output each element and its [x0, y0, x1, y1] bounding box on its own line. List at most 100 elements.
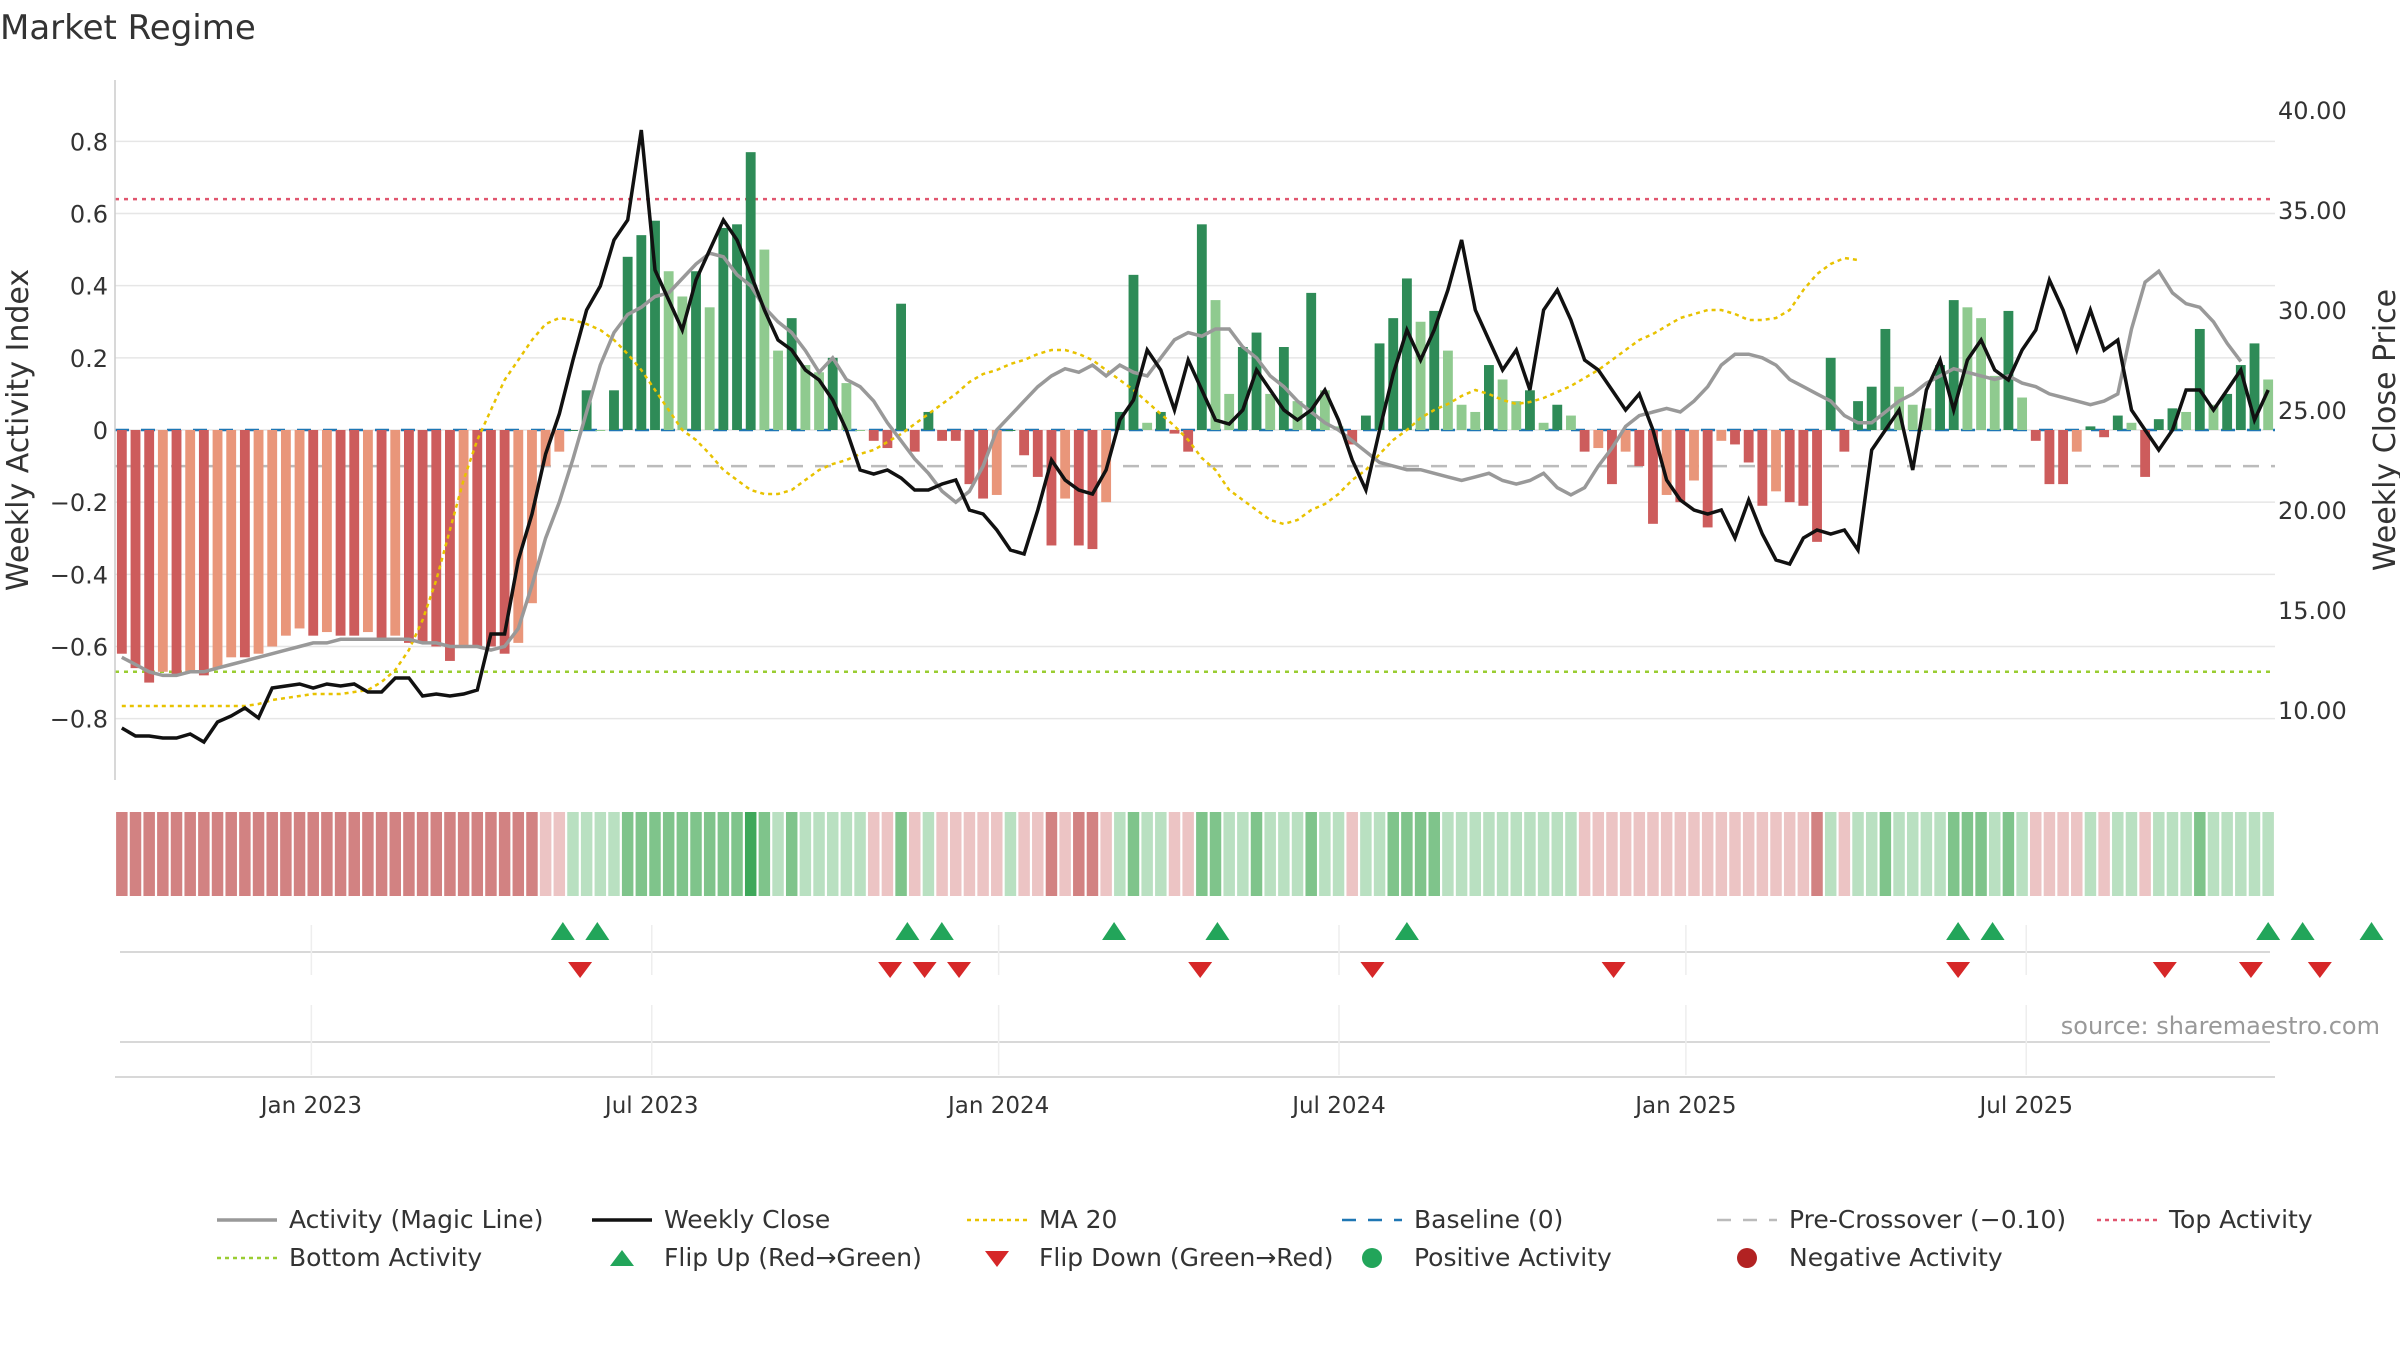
regime-cell	[2166, 812, 2179, 896]
legend-symbol	[1737, 1247, 1757, 1268]
regime-cell	[1127, 812, 1140, 896]
activity-bar	[1374, 343, 1385, 430]
regime-cell	[991, 812, 1003, 896]
regime-cell	[1004, 812, 1017, 896]
activity-bar	[1566, 415, 1576, 430]
regime-cell	[1209, 812, 1222, 896]
regime-cell	[1551, 812, 1564, 896]
regime-cell	[867, 812, 880, 896]
activity-bar	[1675, 430, 1686, 503]
activity-bar	[513, 430, 524, 643]
activity-bar	[1989, 375, 2000, 430]
y-tick-right-label: 35.00	[2278, 197, 2347, 225]
activity-bar	[157, 430, 168, 672]
activity-bar	[882, 430, 893, 449]
activity-bar	[568, 430, 578, 431]
legend-label: Flip Down (Green→Red)	[1039, 1243, 1334, 1272]
activity-bar	[1224, 393, 1235, 430]
flip-down-marker	[878, 962, 903, 978]
legend-item: Negative Activity	[1715, 1243, 2003, 1272]
activity-bar	[2030, 430, 2041, 441]
activity-bar	[868, 430, 879, 441]
legend-symbol	[217, 1256, 277, 1259]
y-tick-left-label: 0	[93, 417, 108, 445]
legend-symbol	[1342, 1218, 1402, 1221]
flip-down-marker	[912, 962, 937, 978]
regime-cell	[1893, 812, 1905, 896]
activity-bar	[1360, 415, 1371, 430]
activity-bar	[267, 430, 278, 647]
y-tick-left-label: 0.2	[70, 345, 108, 373]
regime-cell	[2262, 812, 2274, 896]
activity-bar	[2140, 430, 2151, 477]
regime-cell	[772, 812, 784, 896]
activity-bar	[1005, 430, 1016, 431]
regime-cell	[799, 812, 812, 896]
activity-bar	[280, 430, 291, 636]
activity-bar	[1169, 430, 1180, 434]
legend-symbol	[610, 1249, 634, 1266]
activity-bar	[362, 430, 373, 633]
regime-cell	[649, 812, 661, 896]
regime-cell	[2057, 812, 2069, 896]
flip-up-marker	[1980, 922, 2005, 940]
activity-bar	[1142, 422, 1153, 430]
regime-cell	[1660, 812, 1673, 896]
x-tick-label: Jan 2023	[259, 1093, 362, 1119]
activity-bar	[239, 430, 250, 658]
regime-cell	[2071, 812, 2083, 896]
regime-cell	[1770, 812, 1782, 896]
activity-bar	[1921, 408, 1932, 430]
regime-cell	[389, 812, 401, 896]
activity-bar	[773, 350, 783, 430]
source-credit: source: sharemaestro.com	[2060, 1012, 2380, 1040]
regime-cell	[1182, 812, 1194, 896]
activity-bar	[704, 307, 715, 430]
y-tick-left-label: −0.2	[50, 489, 108, 517]
activity-bar	[800, 365, 811, 430]
flip-down-marker	[568, 962, 593, 978]
activity-bar	[2017, 397, 2028, 430]
regime-cell	[580, 812, 593, 896]
flip-up-marker	[929, 922, 954, 940]
regime-cell	[2139, 812, 2151, 896]
y-tick-left-label: −0.4	[50, 561, 108, 589]
regime-cell	[1373, 812, 1386, 896]
activity-bar	[855, 430, 865, 431]
activity-bar	[896, 303, 906, 430]
y-tick-right-label: 20.00	[2278, 497, 2347, 525]
activity-bar	[1306, 292, 1317, 430]
regime-cell	[703, 812, 716, 896]
activity-bar	[1525, 390, 1535, 430]
magic-line	[120, 251, 2243, 678]
chart-title: Market Regime	[0, 8, 256, 48]
regime-cell	[785, 812, 798, 896]
legend-item: Pre-Crossover (−0.10)	[1715, 1205, 2066, 1234]
activity-bar	[431, 430, 442, 647]
activity-bar	[1292, 401, 1303, 430]
x-tick-label: Jan 2025	[1633, 1093, 1736, 1119]
regime-cell	[936, 812, 948, 896]
regime-cell	[362, 812, 374, 896]
activity-bar	[1347, 430, 1358, 445]
regime-cell	[676, 812, 689, 896]
regime-cell	[909, 812, 921, 896]
regime-cell	[1455, 812, 1468, 896]
regime-cell	[895, 812, 907, 896]
flip-up-marker	[2256, 922, 2281, 940]
activity-bar	[1648, 430, 1658, 524]
legend-item: Positive Activity	[1340, 1243, 1612, 1272]
regime-cell	[1838, 812, 1851, 896]
y-tick-left-label: 0.8	[70, 128, 108, 156]
regime-cell	[1496, 812, 1509, 896]
regime-cell	[1879, 812, 1892, 896]
regime-cell	[129, 812, 142, 896]
regime-cell	[1401, 812, 1413, 896]
activity-bar	[1401, 278, 1412, 430]
x-axis: Jan 2023 Jul 2023 Jan 2024 Jul 2024 Jan 2025…	[259, 1093, 2073, 1119]
regime-cell	[1223, 812, 1235, 896]
activity-bar	[1607, 430, 1617, 485]
regime-cell	[1906, 812, 1919, 896]
x-tick-label: Jul 2023	[603, 1093, 699, 1119]
